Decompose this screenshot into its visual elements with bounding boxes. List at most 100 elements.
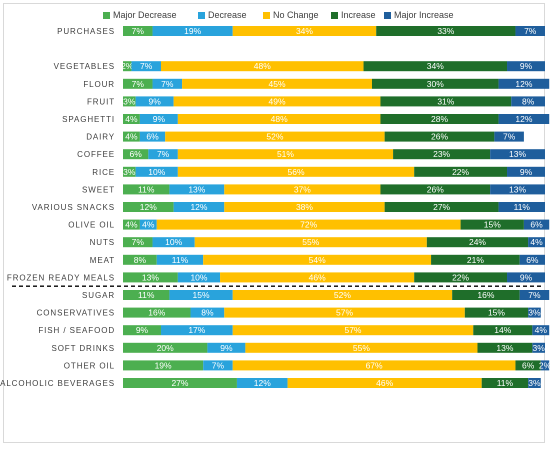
data-label: 15% <box>193 290 210 300</box>
data-label: 2% <box>121 61 134 71</box>
bar-segment <box>152 26 233 36</box>
bar-segment <box>236 378 288 388</box>
bar-segment <box>165 131 385 142</box>
data-label: 72% <box>300 220 317 230</box>
bar-segment <box>232 325 474 336</box>
legend-swatch <box>331 11 338 19</box>
data-label: 7% <box>132 79 145 89</box>
data-label: 15% <box>484 220 501 230</box>
bar-segment <box>148 149 178 160</box>
data-label: 31% <box>437 96 454 106</box>
category-label: FISH / SEAFOOD <box>38 326 115 335</box>
data-label: 7% <box>524 26 537 36</box>
bar-segment <box>380 96 512 107</box>
bar-segment <box>511 96 545 107</box>
bar-segment <box>177 149 394 160</box>
data-label: 56% <box>288 167 305 177</box>
bar-segment <box>498 114 550 124</box>
data-label: 6% <box>130 149 143 159</box>
data-label: 11% <box>514 202 531 212</box>
data-label: 20% <box>157 343 174 353</box>
data-label: 22% <box>452 272 469 282</box>
category-label: SUGAR <box>82 291 115 300</box>
data-label: 9% <box>520 167 533 177</box>
data-label: 13% <box>188 184 205 194</box>
data-label: 54% <box>309 255 326 265</box>
bar-segment <box>384 202 499 212</box>
data-label: 51% <box>277 149 294 159</box>
data-label: 12% <box>515 79 532 89</box>
data-label: 9% <box>153 114 166 124</box>
data-label: 9% <box>220 343 233 353</box>
data-label: 7% <box>132 26 145 36</box>
bar-segment <box>224 202 385 212</box>
bar-segment <box>224 307 465 318</box>
data-label: 52% <box>334 290 351 300</box>
bar-segment <box>203 360 233 371</box>
bar-segment <box>414 166 508 177</box>
bar-segment <box>384 131 495 142</box>
data-label: 55% <box>302 237 319 247</box>
data-label: 7% <box>212 360 225 370</box>
bar-segment <box>287 378 482 388</box>
bar-segment <box>473 325 533 336</box>
data-label: 37% <box>294 184 311 194</box>
bar-segment <box>477 342 533 353</box>
data-label: 27% <box>171 378 188 388</box>
bar-segment <box>490 149 545 160</box>
data-label: 4% <box>530 237 543 247</box>
data-label: 57% <box>336 308 353 318</box>
bar-segment <box>426 237 529 248</box>
bar-segment <box>507 166 545 177</box>
bar-segment <box>431 254 520 265</box>
data-label: 16% <box>477 290 494 300</box>
data-label: 3% <box>533 343 546 353</box>
data-label: 7% <box>132 237 145 247</box>
bar-segment <box>376 26 516 36</box>
bar-segment <box>203 254 432 265</box>
data-label: 11% <box>138 184 155 194</box>
bar-segment <box>414 272 508 283</box>
bar-segment <box>123 342 208 353</box>
data-label: 4% <box>125 220 138 230</box>
bar-segment <box>160 325 233 336</box>
data-label: 67% <box>366 360 383 370</box>
bar-segment <box>123 166 136 177</box>
legend-swatch <box>103 11 110 19</box>
data-label: 30% <box>427 79 444 89</box>
bar-segment <box>532 342 545 353</box>
bar-segment <box>519 290 550 300</box>
data-label: 3% <box>528 378 541 388</box>
data-label: 52% <box>266 132 283 142</box>
bar-segment <box>498 78 550 89</box>
bar-segment <box>393 149 491 160</box>
category-label: PURCHASES <box>57 27 115 36</box>
data-label: 4% <box>535 325 548 335</box>
bar-segment <box>498 202 545 212</box>
bar-segment <box>481 378 529 388</box>
bar-segment <box>139 131 166 142</box>
bar-segment <box>177 114 381 124</box>
bar-segment <box>528 378 541 388</box>
category-label: FROZEN READY MEALS <box>7 273 115 282</box>
data-label: 10% <box>190 272 207 282</box>
bar-segment <box>182 78 372 89</box>
bar-segment <box>194 237 427 248</box>
legend-item-increase: Increase <box>331 8 376 22</box>
category-label: FRUIT <box>87 97 115 106</box>
bar-segment <box>123 202 174 212</box>
data-label: 34% <box>427 61 444 71</box>
data-label: 3% <box>123 167 136 177</box>
category-label: NUTS <box>90 238 115 247</box>
legend-item-major-decrease: Major Decrease <box>103 8 177 22</box>
data-label: 9% <box>136 325 149 335</box>
data-label: 48% <box>254 61 271 71</box>
bar-segment <box>507 272 545 283</box>
category-label: SWEET <box>82 185 115 194</box>
data-label: 9% <box>520 61 533 71</box>
legend-swatch <box>263 11 270 19</box>
bar-segment <box>220 272 415 283</box>
data-label: 46% <box>376 378 393 388</box>
data-label: 9% <box>149 96 162 106</box>
